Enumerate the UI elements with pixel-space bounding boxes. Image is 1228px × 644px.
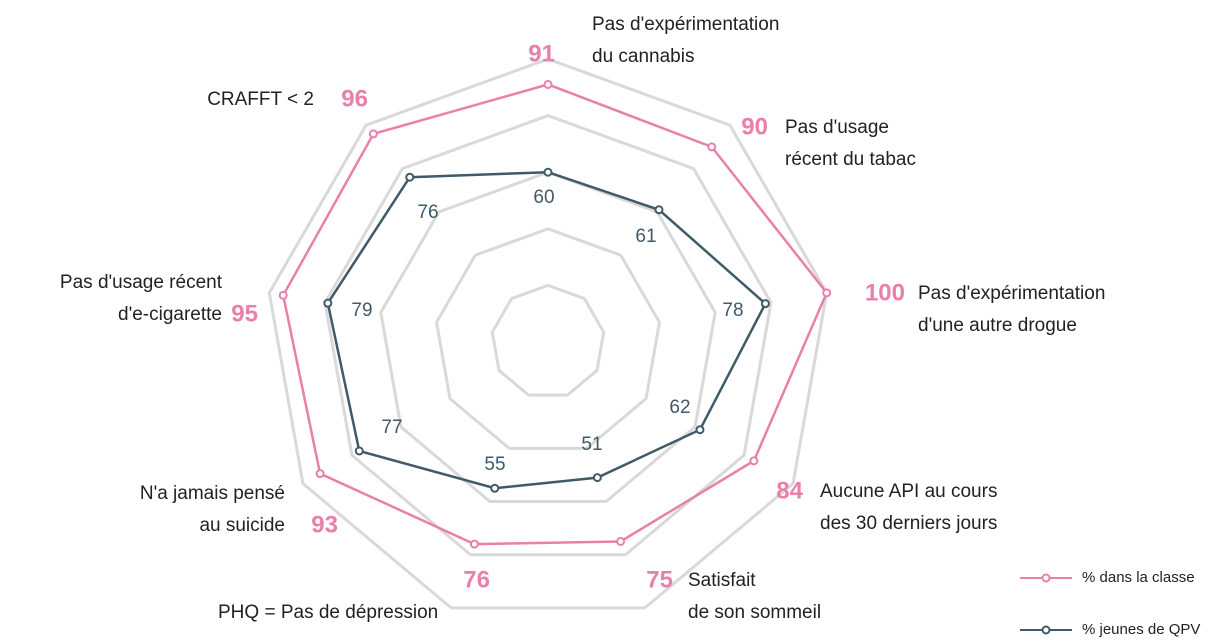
- grid-polygon: [267, 57, 829, 610]
- series-marker: [760, 299, 770, 309]
- axis-label: récent du tabac: [785, 149, 916, 170]
- axis-label: PHQ = Pas de dépression: [218, 602, 438, 623]
- axis-label: Aucune API au cours: [820, 481, 997, 502]
- axis-label: Pas d'expérimentation: [592, 14, 779, 35]
- value-label: 55: [484, 454, 505, 475]
- value-label: 76: [417, 202, 438, 223]
- value-label: 93: [311, 511, 338, 538]
- legend-marker: [1041, 625, 1051, 635]
- grid-polygon: [379, 170, 717, 504]
- series-marker: [822, 288, 832, 298]
- value-label: 77: [381, 417, 402, 438]
- grid-polygon: [323, 114, 773, 557]
- axis-label: Pas d'expérimentation: [918, 283, 1105, 304]
- series-line: [326, 170, 767, 490]
- value-label: 62: [669, 397, 690, 418]
- value-label: 100: [865, 279, 905, 306]
- axis-label: d'e-cigarette: [118, 304, 222, 325]
- series-marker: [616, 536, 626, 546]
- series-marker: [543, 79, 553, 89]
- value-label: 84: [776, 477, 803, 504]
- value-label: 76: [463, 566, 490, 593]
- axis-label: Pas d'usage récent: [60, 272, 223, 293]
- axis-label: des 30 derniers jours: [820, 513, 997, 534]
- value-label: 95: [231, 300, 258, 327]
- series-marker: [490, 483, 500, 493]
- value-label: 79: [351, 300, 372, 321]
- series-marker: [405, 172, 415, 182]
- value-label: 51: [581, 434, 602, 455]
- grid-polygon: [434, 227, 662, 450]
- legend-label: % jeunes de QPV: [1082, 621, 1200, 638]
- value-label: 90: [741, 113, 768, 140]
- value-label: 75: [646, 566, 673, 593]
- axis-label: Pas d'usage: [785, 117, 889, 138]
- axis-label: CRAFFT < 2: [207, 89, 314, 110]
- axis-label: de son sommeil: [688, 602, 821, 623]
- axis-label: d'une autre drogue: [918, 315, 1077, 336]
- axis-label: Satisfait: [688, 570, 756, 591]
- series-line: [281, 83, 829, 546]
- axis-label: au suicide: [199, 515, 285, 536]
- value-label: 91: [528, 40, 555, 67]
- series-marker: [695, 425, 705, 435]
- value-label: 96: [341, 85, 368, 112]
- series-marker: [749, 456, 759, 466]
- axis-label: N'a jamais pensé: [140, 483, 285, 504]
- series-marker: [592, 473, 602, 483]
- series-marker: [469, 539, 479, 549]
- series-marker: [315, 469, 325, 479]
- axis-label: du cannabis: [592, 46, 694, 67]
- grid-polygon: [490, 283, 606, 397]
- series-marker: [323, 298, 333, 308]
- series-marker: [278, 290, 288, 300]
- series-marker: [654, 205, 664, 215]
- legend-label: % dans la classe: [1082, 569, 1195, 586]
- series-marker: [543, 167, 553, 177]
- series-marker: [368, 129, 378, 139]
- series-marker: [707, 142, 717, 152]
- value-label: 60: [533, 187, 554, 208]
- legend-marker: [1041, 573, 1051, 583]
- value-label: 78: [722, 300, 743, 321]
- value-label: 61: [635, 226, 656, 247]
- series-marker: [354, 446, 364, 456]
